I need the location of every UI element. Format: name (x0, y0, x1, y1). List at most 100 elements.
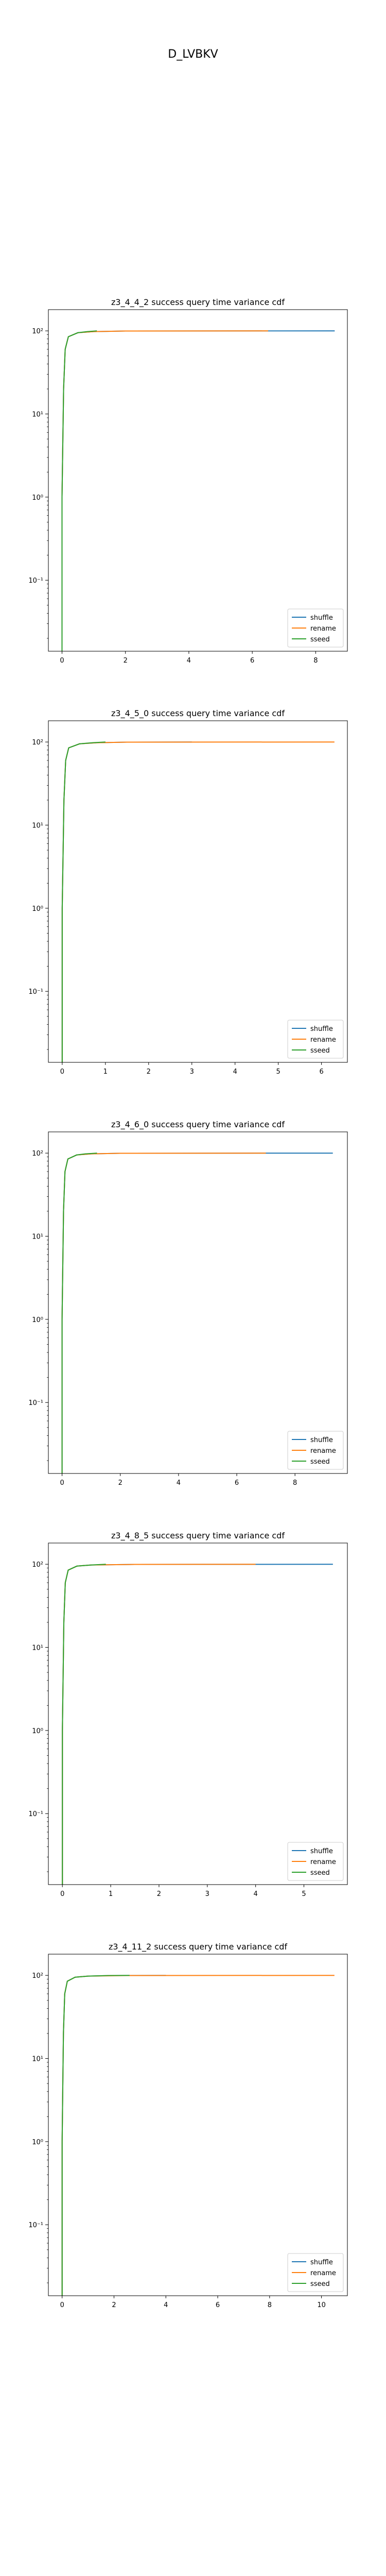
x-tick-label: 8 (293, 1479, 297, 1487)
x-tick-label: 4 (177, 1479, 181, 1487)
plot-frame (48, 1131, 348, 1474)
chart-title: z3_4_5_0 success query time variance cdf (111, 708, 285, 719)
plot-frame (48, 720, 348, 1063)
legend: shuffle rename sseed (287, 1842, 344, 1881)
y-tick-label: 10¹ (32, 411, 43, 419)
y-tick-label: 10² (32, 328, 43, 335)
x-tick-label: 5 (302, 1890, 306, 1898)
series-line-shuffle (61, 1153, 333, 1473)
x-tick-label: 2 (157, 1890, 161, 1898)
x-tick-label: 2 (124, 657, 128, 665)
legend-box (287, 1020, 344, 1059)
legend-box (287, 1431, 344, 1470)
chart-title: z3_4_4_2 success query time variance cdf (111, 297, 285, 308)
legend-label: sseed (310, 2280, 330, 2288)
y-tick-label: 10⁻¹ (28, 1810, 43, 1818)
y-tick-label: 10² (32, 1150, 43, 1158)
x-tick-label: 6 (319, 1068, 323, 1076)
y-tick-label: 10⁰ (32, 1727, 43, 1735)
legend-label: sseed (310, 1047, 330, 1055)
series-line-sseed (61, 330, 97, 651)
legend: shuffle rename sseed (287, 608, 344, 648)
y-tick-label: 10² (32, 1561, 43, 1569)
x-tick-label: 4 (187, 657, 191, 665)
series-line-shuffle (61, 330, 335, 651)
plot-frame (48, 1954, 348, 2296)
series-line-rename (61, 1153, 266, 1473)
x-tick-label: 5 (276, 1068, 280, 1076)
series-line-shuffle (62, 1564, 333, 1885)
x-tick-label: 3 (190, 1068, 194, 1076)
series-line-rename (61, 741, 335, 1062)
x-tick-label: 1 (103, 1068, 108, 1076)
x-tick-label: 8 (268, 2301, 272, 2309)
legend-label: shuffle (310, 1848, 333, 1855)
x-tick-label: 8 (313, 657, 318, 665)
y-tick-label: 10⁻¹ (28, 2222, 43, 2229)
x-tick-label: 0 (60, 1068, 64, 1076)
y-tick-label: 10⁰ (32, 1316, 43, 1324)
y-tick-label: 10² (32, 1972, 43, 1980)
series-line-shuffle (61, 741, 192, 1062)
x-tick-label: 1 (109, 1890, 113, 1898)
x-tick-label: 0 (60, 657, 64, 665)
y-tick-label: 10¹ (32, 822, 43, 830)
chart-4: z3_4_8_5 success query time variance cdf… (28, 1531, 348, 1898)
legend-label: sseed (310, 1458, 330, 1466)
plot-frame (48, 309, 348, 652)
legend-label: rename (310, 1036, 336, 1044)
legend: shuffle rename sseed (287, 1020, 344, 1059)
y-tick-label: 10¹ (32, 1233, 43, 1241)
x-tick-label: 6 (216, 2301, 220, 2309)
chart-1: z3_4_4_2 success query time variance cdf… (28, 297, 348, 665)
series-line-sseed (62, 1564, 106, 1885)
legend-label: shuffle (310, 1436, 333, 1444)
plot-frame (48, 1543, 348, 1885)
x-tick-label: 6 (235, 1479, 239, 1487)
x-tick-label: 4 (254, 1890, 258, 1898)
x-tick-label: 2 (118, 1479, 122, 1487)
series-line-sseed (61, 1153, 97, 1473)
legend-label: rename (310, 1447, 336, 1455)
legend-box (287, 1842, 344, 1881)
legend-label: rename (310, 1858, 336, 1866)
legend-label: shuffle (310, 2259, 333, 2266)
y-tick-label: 10⁰ (32, 2139, 43, 2146)
x-tick-label: 10 (317, 2301, 326, 2309)
series-line-shuffle (61, 1975, 166, 2296)
series-line-sseed (61, 1975, 130, 2296)
y-tick-label: 10¹ (32, 2056, 43, 2063)
chart-2: z3_4_5_0 success query time variance cdf… (28, 708, 348, 1076)
y-tick-label: 10⁻¹ (28, 1399, 43, 1407)
chart-title: z3_4_6_0 success query time variance cdf (111, 1120, 285, 1130)
x-tick-label: 2 (147, 1068, 151, 1076)
chart-title: z3_4_8_5 success query time variance cdf (111, 1531, 285, 1541)
x-tick-label: 2 (112, 2301, 116, 2309)
legend-label: shuffle (310, 614, 333, 622)
chart-title: z3_4_11_2 success query time variance cd… (109, 1942, 287, 1952)
chart-5: z3_4_11_2 success query time variance cd… (28, 1942, 348, 2309)
y-tick-label: 10⁻¹ (28, 577, 43, 585)
legend: shuffle rename sseed (287, 1431, 344, 1470)
y-tick-label: 10⁰ (32, 905, 43, 913)
x-tick-label: 4 (233, 1068, 237, 1076)
legend-label: sseed (310, 1869, 330, 1877)
x-tick-label: 0 (60, 1890, 64, 1898)
legend-label: rename (310, 2269, 336, 2277)
legend-label: rename (310, 625, 336, 633)
series-line-sseed (61, 741, 106, 1062)
y-tick-label: 10² (32, 739, 43, 747)
y-tick-label: 10⁰ (32, 494, 43, 502)
x-tick-label: 3 (205, 1890, 209, 1898)
x-tick-label: 0 (60, 1479, 64, 1487)
figure-title: D_LVBKV (168, 48, 218, 61)
legend-box (287, 2253, 344, 2292)
x-tick-label: 6 (250, 657, 254, 665)
legend-label: shuffle (310, 1025, 333, 1033)
series-line-rename (61, 330, 268, 651)
legend-box (287, 608, 344, 648)
legend: shuffle rename sseed (287, 2253, 344, 2292)
chart-3: z3_4_6_0 success query time variance cdf… (28, 1120, 348, 1487)
series-line-rename (62, 1564, 256, 1885)
